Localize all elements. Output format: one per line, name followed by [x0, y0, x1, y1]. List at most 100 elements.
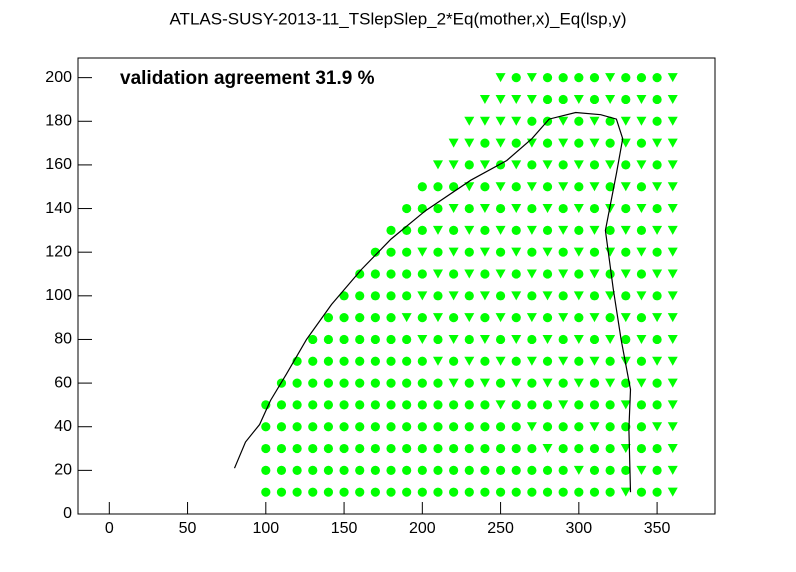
triangle-marker: [526, 269, 537, 279]
triangle-marker: [401, 313, 412, 323]
circle-marker: [558, 422, 568, 432]
triangle-marker: [495, 400, 506, 410]
triangle-marker: [589, 313, 600, 323]
circle-marker: [480, 182, 490, 192]
circle-marker: [261, 487, 271, 497]
triangle-marker: [495, 182, 506, 192]
circle-marker: [511, 73, 521, 83]
triangle-marker: [542, 444, 553, 454]
circle-marker: [261, 400, 271, 410]
triangle-marker: [636, 160, 647, 170]
circle-marker: [355, 443, 365, 454]
circle-marker: [417, 313, 427, 323]
triangle-marker: [542, 291, 553, 301]
circle-marker: [636, 73, 647, 83]
triangle-marker: [667, 182, 678, 192]
triangle-marker: [636, 94, 647, 104]
triangle-marker: [667, 73, 678, 83]
y-tick-label: 40: [54, 418, 72, 435]
circle-marker: [527, 247, 537, 257]
circle-marker: [386, 443, 396, 454]
triangle-marker: [605, 73, 616, 83]
circle-marker: [480, 138, 490, 148]
circle-marker: [464, 400, 474, 410]
circle-marker: [402, 334, 412, 345]
triangle-marker: [667, 356, 678, 366]
x-tick-label: 250: [487, 520, 514, 537]
circle-marker: [386, 422, 396, 432]
circle-marker: [449, 443, 459, 454]
circle-marker: [433, 400, 443, 410]
circle-marker: [527, 487, 537, 497]
triangle-marker: [605, 334, 616, 344]
circle-marker: [652, 487, 662, 497]
circle-marker: [558, 487, 568, 497]
triangle-marker: [448, 204, 459, 214]
circle-marker: [355, 313, 365, 323]
circle-marker: [292, 400, 302, 410]
triangle-marker: [432, 356, 443, 366]
circle-marker: [574, 138, 584, 148]
triangle-marker: [558, 116, 569, 126]
circle-marker: [323, 422, 334, 432]
circle-marker: [402, 443, 412, 454]
triangle-marker: [667, 378, 678, 388]
triangle-marker: [542, 334, 553, 344]
triangle-marker: [605, 160, 616, 170]
circle-marker: [323, 313, 334, 323]
circle-marker: [464, 334, 474, 345]
triangle-marker: [667, 291, 678, 301]
triangle-marker: [652, 269, 663, 279]
circle-marker: [449, 487, 459, 497]
circle-marker: [527, 465, 537, 475]
x-tick-label: 300: [565, 520, 592, 537]
circle-marker: [605, 465, 615, 475]
circle-marker: [464, 422, 474, 432]
circle-marker: [323, 356, 334, 366]
triangle-marker: [542, 204, 553, 214]
circle-marker: [464, 378, 474, 388]
circle-marker: [589, 73, 600, 83]
circle-marker: [589, 247, 600, 257]
circle-marker: [527, 334, 537, 345]
triangle-marker: [448, 291, 459, 301]
circle-marker: [652, 73, 662, 83]
triangle-marker: [620, 313, 631, 323]
circle-marker: [574, 400, 584, 410]
triangle-marker: [636, 378, 647, 388]
triangle-marker: [479, 116, 490, 126]
circle-marker: [323, 334, 334, 345]
circle-marker: [558, 334, 568, 345]
circle-marker: [417, 443, 427, 454]
triangle-marker: [511, 160, 522, 170]
triangle-marker: [667, 465, 678, 475]
triangle-marker: [479, 378, 490, 388]
circle-marker: [652, 160, 662, 170]
circle-marker: [605, 269, 615, 279]
circle-marker: [464, 247, 474, 257]
circle-marker: [605, 356, 615, 366]
circle-marker: [370, 400, 380, 410]
triangle-marker: [558, 356, 569, 366]
triangle-marker: [636, 334, 647, 344]
circle-marker: [605, 400, 615, 410]
y-tick-label: 120: [45, 243, 72, 260]
circle-marker: [464, 443, 474, 454]
circle-marker: [605, 443, 615, 454]
circle-marker: [574, 313, 584, 323]
circle-marker: [495, 465, 506, 475]
circle-marker: [652, 334, 662, 345]
circle-marker: [511, 356, 521, 366]
circle-marker: [464, 291, 474, 301]
annotation: validation agreement 31.9 %: [120, 68, 375, 89]
circle-marker: [433, 334, 443, 345]
circle-marker: [621, 203, 631, 214]
circle-marker: [605, 225, 615, 235]
triangle-marker: [479, 334, 490, 344]
circle-marker: [511, 182, 521, 192]
circle-marker: [542, 400, 553, 410]
circle-marker: [480, 422, 490, 432]
circle-marker: [621, 465, 631, 475]
circle-marker: [558, 291, 568, 301]
triangle-marker: [620, 487, 631, 497]
